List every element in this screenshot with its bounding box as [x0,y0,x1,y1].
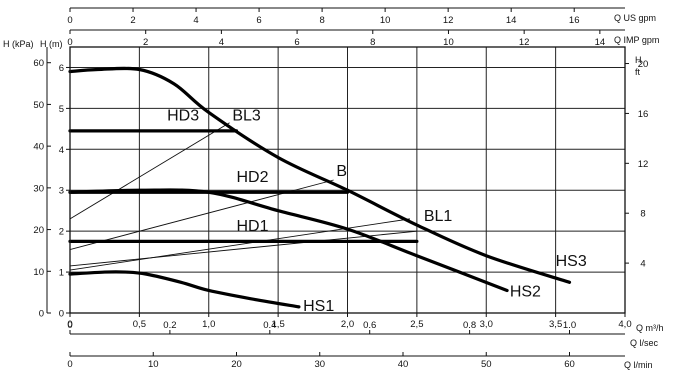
y-ft-tick-label-16: 16 [638,109,649,120]
top-imp-tick-label-10: 10 [443,37,454,48]
y-ft-tick-label-20: 20 [638,59,649,70]
bottom-lmin-tick-label-40: 40 [398,359,409,370]
top-us-tick-label-16: 16 [569,15,580,26]
x-tick-label-0: 0 [67,319,72,330]
curve-label-hd2: HD2 [237,169,269,186]
bottom-lmin-tick-label-30: 30 [314,359,325,370]
y-kpa-tick-label-10: 10 [33,267,44,278]
bottom-ls-tick-label-0: 0 [67,320,72,331]
top-imp-tick-label-12: 12 [519,37,530,48]
bottom-lmin-tick-label-10: 10 [148,359,159,370]
y-ft-axis-sublabel: ft [635,67,641,77]
system-curves [69,122,417,271]
top-us-tick-label-2: 2 [130,15,135,26]
axes [46,7,626,357]
y-kpa-axis-label: H (kPa) [3,39,34,49]
y-kpa-tick-label-50: 50 [33,100,44,111]
x-tick-label-0-5: 0,5 [133,319,146,330]
top-imp-axis-label: Q IMP gpm [614,35,659,45]
bottom-lmin-tick-label-60: 60 [564,359,575,370]
curve-label-bl1: BL1 [424,208,453,225]
top-us-tick-label-0: 0 [67,15,72,26]
bottom-ls-tick-label-1-0: 1.0 [563,320,576,331]
series-line-hs3 [68,66,572,284]
curve-label-b: B [336,163,347,180]
bottom-ls-tick-label-0-2: 0.2 [163,320,176,331]
system-curve-bl1 [69,218,411,271]
y-kpa-tick-label-60: 60 [33,58,44,69]
curve-label-hs3: HS3 [556,253,587,270]
y-ft-tick-label-12: 12 [638,159,649,170]
top-us-tick-label-14: 14 [506,15,517,26]
bottom-lmin-tick-label-20: 20 [231,359,242,370]
x-tick-label-2-5: 2,5 [410,319,423,330]
top-imp-tick-label-8: 8 [370,37,375,48]
bottom-ls-tick-label-0-8: 0.8 [463,320,476,331]
pump-curves [68,66,572,309]
top-imp-tick-label-14: 14 [595,37,606,48]
top-us-tick-label-8: 8 [319,15,324,26]
y-m-tick-label-1: 1 [59,268,64,279]
y-ft-axis-label: H [635,55,642,65]
y-kpa-tick-label-0: 0 [39,309,44,320]
top-imp-tick-label-6: 6 [294,37,299,48]
bottom-lmin-tick-label-50: 50 [481,359,492,370]
x-tick-label-4: 4,0 [618,319,631,330]
bottom-ls-tick-label-0-6: 0.6 [363,320,376,331]
top-imp-tick-label-2: 2 [143,37,148,48]
y-m-tick-label-5: 5 [59,104,64,115]
y-m-axis-label: H (m) [40,39,63,49]
axis-unit-labels: H (kPa) H (m) H ft Q US gpm Q IMP gpm Q … [3,13,664,370]
curve-label-hs2: HS2 [510,284,541,301]
x-tick-label-1-5: 1,5 [272,319,285,330]
system-curve-4 [69,230,417,267]
top-us-axis-label: Q US gpm [614,13,656,23]
tick-labels: 0 0,5 1,0 1,5 2,0 2,5 3,0 3,5 4,0012345601020304… [33,8,648,370]
top-us-tick-label-6: 6 [256,15,261,26]
system-curve-bl3 [69,122,230,220]
series-line-hs2 [68,188,509,293]
y-m-tick-label-4: 4 [59,145,64,156]
curve-label-bl3: BL3 [232,108,261,125]
y-kpa-tick-label-40: 40 [33,142,44,153]
curve-label-hd3: HD3 [167,108,199,125]
y-ft-tick-label-4: 4 [640,259,645,270]
y-kpa-tick-label-20: 20 [33,225,44,236]
top-us-tick-label-10: 10 [380,15,391,26]
y-m-tick-label-6: 6 [59,63,64,74]
bottom-ls-axis-label: Q l/sec [630,338,659,348]
bottom-ls-tick-label-0-4: 0.4 [263,320,276,331]
y-m-tick-label-3: 3 [59,186,64,197]
curve-label-hd1: HD1 [237,218,269,235]
y-kpa-tick-label-30: 30 [33,183,44,194]
x-axis-label: Q m³/h [636,323,664,333]
series-line-hs1 [68,270,301,309]
y-m-tick-label-2: 2 [59,227,64,238]
y-ft-tick-label-8: 8 [640,209,645,220]
x-tick-label-2: 2,0 [341,319,354,330]
curve-labels: HD3 BL3 HD2 B BL1 HD1 HS3 HS2 HS1 [167,108,587,315]
bottom-lmin-axis-label: Q l/min [624,360,653,370]
x-tick-label-1: 1,0 [202,319,215,330]
top-imp-tick-label-0: 0 [67,37,72,48]
top-us-tick-label-4: 4 [193,15,198,26]
curve-label-hs1: HS1 [303,298,334,315]
y-m-tick-label-0: 0 [59,309,64,320]
top-imp-tick-label-4: 4 [219,37,224,48]
x-tick-label-3-5: 3,5 [549,319,562,330]
bottom-lmin-tick-label-0: 0 [67,359,72,370]
top-us-tick-label-12: 12 [443,15,454,26]
x-tick-label-3: 3,0 [480,319,493,330]
